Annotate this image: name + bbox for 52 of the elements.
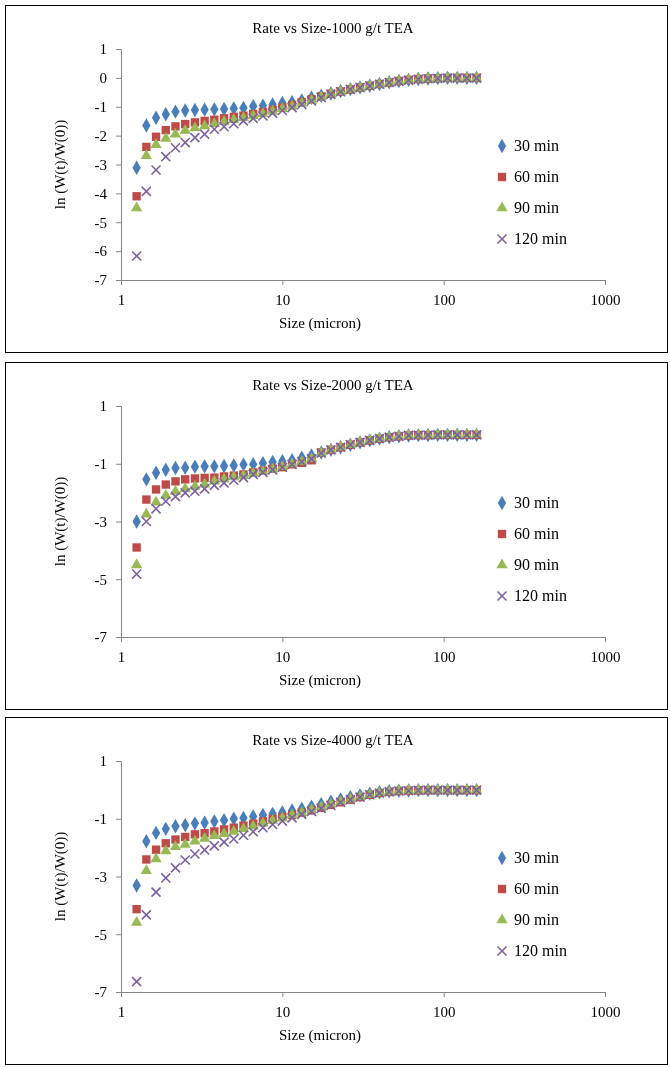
x-tick-label: 100 [432, 291, 456, 308]
y-tick-label: 1 [99, 41, 107, 58]
x-tick-label: 1 [117, 1003, 126, 1020]
legend-label: 60 min [514, 168, 559, 185]
y-tick-label: 0 [99, 70, 107, 87]
x-tick-label: 1000 [590, 291, 621, 308]
y-tick-label: -1 [94, 811, 107, 828]
chart-title: Rate vs Size-4000 g/t TEA [252, 732, 414, 748]
y-tick-label: -1 [94, 456, 107, 473]
legend-label: 60 min [514, 880, 559, 897]
x-tick-label: 10 [275, 1003, 291, 1020]
x-tick-label: 1000 [590, 648, 621, 665]
y-tick-label: -5 [94, 214, 107, 231]
legend-label: 120 min [514, 230, 567, 247]
legend-label: 90 min [514, 911, 559, 928]
y-tick-label: -3 [94, 156, 107, 173]
x-tick-label: 1 [117, 291, 126, 308]
y-tick-label: -6 [94, 243, 108, 260]
x-axis-title: Size (micron) [278, 315, 362, 332]
x-tick-label: 1 [117, 648, 126, 665]
chart-title: Rate vs Size-1000 g/t TEA [252, 20, 414, 36]
y-axis-title: ln (W(t)/W(0)) [52, 476, 69, 567]
x-tick-label: 1000 [590, 1003, 621, 1020]
y-axis-title: ln (W(t)/W(0)) [52, 831, 69, 922]
y-tick-label: -4 [94, 185, 108, 202]
x-tick-label: 100 [432, 1003, 456, 1020]
legend-label: 60 min [514, 525, 559, 542]
y-tick-label: 1 [99, 398, 107, 415]
legend-label: 30 min [514, 494, 559, 511]
y-tick-label: -2 [94, 127, 107, 144]
x-tick-label: 100 [432, 648, 456, 665]
y-tick-label: -5 [94, 571, 107, 588]
legend-label: 90 min [514, 556, 559, 573]
y-tick-label: -7 [94, 984, 108, 1001]
y-tick-label: -3 [94, 868, 107, 885]
y-tick-label: 1 [99, 753, 107, 770]
legend-label: 90 min [514, 199, 559, 216]
x-axis-title: Size (micron) [278, 1027, 362, 1044]
y-tick-label: -7 [94, 629, 108, 646]
legend-label: 30 min [514, 849, 559, 866]
x-tick-label: 10 [275, 648, 291, 665]
y-tick-label: -3 [94, 513, 107, 530]
legend-label: 120 min [514, 942, 567, 959]
legend-label: 120 min [514, 587, 567, 604]
legend-label: 30 min [514, 137, 559, 154]
x-tick-label: 10 [275, 291, 291, 308]
y-tick-label: -5 [94, 926, 107, 943]
x-axis-title: Size (micron) [278, 672, 362, 689]
y-tick-label: -1 [94, 99, 107, 116]
chart-title: Rate vs Size-2000 g/t TEA [252, 377, 414, 393]
y-axis-title: ln (W(t)/W(0)) [52, 119, 69, 210]
y-tick-label: -7 [94, 272, 108, 289]
